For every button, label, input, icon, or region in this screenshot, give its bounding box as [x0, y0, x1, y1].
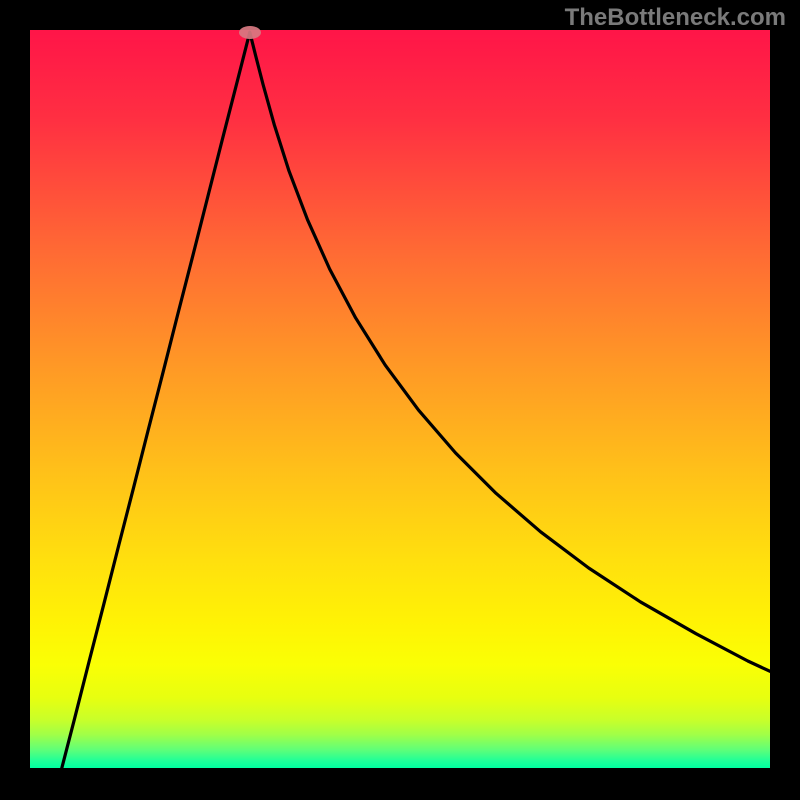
plot-area — [30, 30, 770, 768]
bottleneck-curve — [30, 30, 770, 768]
watermark-text: TheBottleneck.com — [565, 4, 786, 32]
chart-container: TheBottleneck.com — [0, 0, 800, 800]
vertex-marker — [239, 26, 261, 39]
